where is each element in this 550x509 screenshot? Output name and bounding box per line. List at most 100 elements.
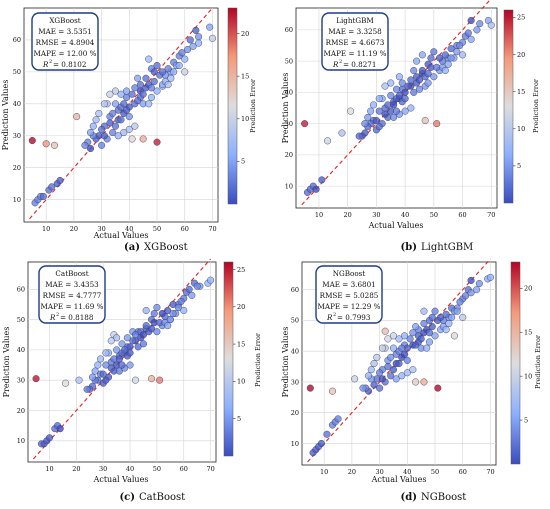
scatter-point (100, 132, 108, 140)
scatter-point (169, 309, 177, 318)
subfigure-label: (b) (401, 242, 417, 253)
scatter-point (306, 384, 314, 392)
metrics-model: NGBoost (333, 269, 366, 278)
scatter-point (148, 325, 156, 333)
scatter-point (207, 276, 215, 284)
metrics-rmse: RMSE = 4.7777 (43, 291, 102, 300)
scatter-point (189, 42, 197, 50)
scatter-point (145, 100, 153, 108)
scatter-point (129, 337, 137, 345)
scatter-point (461, 292, 470, 300)
scatter-point (312, 185, 320, 193)
colorbar-ticks: 5 10 15 20 25 (233, 266, 245, 423)
scatter-point (56, 176, 64, 185)
colorbar (227, 7, 238, 205)
scatter-point (113, 334, 121, 342)
scatter-point (323, 430, 331, 438)
scatter-point (142, 322, 150, 330)
x-tick-label: 10 (42, 225, 50, 233)
scatter-point (317, 439, 325, 447)
y-tick-label: 50 (17, 316, 25, 324)
scatter-point (427, 54, 435, 62)
x-tick-label: 30 (97, 225, 105, 233)
scatter-point (107, 364, 115, 372)
y-axis-label: Prediction Values (1, 80, 10, 151)
subfigure-caption: NGBoost (421, 492, 466, 503)
scatter-point (476, 20, 484, 28)
scatter-point (473, 286, 481, 294)
scatter-point (39, 192, 47, 200)
scatter-point (91, 367, 99, 375)
scatter-point (425, 338, 434, 346)
x-tick-label: 50 (430, 211, 438, 219)
scatter-point (398, 344, 406, 352)
scatter-point (401, 332, 409, 340)
y-tick-label: 60 (17, 286, 25, 294)
scatter-point (467, 35, 475, 43)
scatter-point (431, 307, 439, 315)
scatter-point (118, 340, 126, 348)
scatter-point (389, 344, 397, 352)
scatter-point (96, 355, 105, 363)
scatter-point (401, 88, 409, 96)
scatter-point (456, 41, 464, 50)
scatter-point (113, 346, 121, 354)
metrics-r2: = 0.8102 (53, 60, 86, 69)
colorbar-label: Prediction Error (254, 332, 262, 387)
colorbar-tick-label: 5 (517, 162, 521, 170)
scatter-point (467, 16, 475, 25)
x-tick-label: 40 (401, 211, 409, 219)
scatter-point (73, 113, 81, 121)
scatter-point (147, 84, 156, 92)
scatter-point (123, 87, 131, 95)
scatter-point (375, 123, 383, 131)
ideal-line (29, 7, 213, 220)
colorbar-label: Prediction Error (249, 78, 257, 133)
scatter-point (100, 100, 108, 108)
scatter-point (131, 84, 139, 92)
y-axis-label: Prediction Values (2, 327, 11, 398)
scatter-point (128, 90, 136, 98)
subfigure-caption: LightGBM (421, 242, 473, 253)
scatter-point (81, 141, 89, 149)
x-tick-label: 60 (458, 211, 466, 219)
y-tick-label: 20 (13, 164, 21, 172)
x-axis-label: Actual Values (368, 221, 424, 230)
scatter-point (437, 313, 445, 321)
scatter-point (381, 327, 389, 335)
scatter-point (392, 85, 401, 93)
scatter-point (367, 107, 375, 115)
scatter-point (384, 335, 392, 343)
scatter-point (467, 289, 475, 297)
scatter-point (42, 140, 50, 148)
scatter-point (351, 375, 359, 383)
scatter-point (423, 344, 431, 352)
metrics-r2-exponent: 2 (56, 312, 59, 318)
scatter-point (428, 323, 436, 331)
scatter-point (183, 45, 192, 54)
scatter-point (153, 303, 161, 311)
panel-catboost: 10 20 30 40 50 60 70 10 20 30 40 50 60 Actual Value… (2, 258, 262, 503)
colorbar-tick-label: 20 (241, 30, 249, 38)
scatter-point (417, 335, 425, 343)
scatter-point (134, 97, 142, 105)
scatter-point (370, 381, 378, 389)
scatter-point (148, 375, 156, 383)
scatter-point (50, 141, 59, 149)
scatter-point (134, 343, 142, 351)
scatter-point (95, 109, 103, 117)
scatter-point (111, 122, 119, 130)
scatter-point (395, 335, 403, 343)
subfigure-label: (a) (124, 242, 140, 253)
metrics-r2-symbol: R (42, 60, 49, 69)
x-tick-label: 30 (372, 211, 380, 219)
scatter-point (169, 300, 177, 308)
y-axis-label: Prediction Values (281, 327, 290, 398)
scatter-point (139, 90, 147, 98)
scatter-point (123, 106, 131, 114)
scatter-point (486, 273, 494, 281)
scatter-point (453, 307, 461, 315)
scatter-point (206, 23, 214, 31)
metrics-box: NGBoost MAE = 3.6801 RMSE = 5.0285 MAPE … (315, 265, 383, 324)
scatter-point (145, 55, 153, 63)
